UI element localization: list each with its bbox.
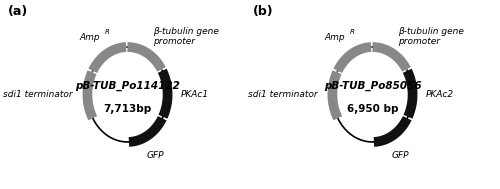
Text: 6,950 bp: 6,950 bp [347, 104, 398, 114]
Text: β-tubulin gene
promoter: β-tubulin gene promoter [398, 27, 464, 46]
Text: pB-TUB_Po85056: pB-TUB_Po85056 [324, 81, 422, 91]
Text: sdi1 terminator: sdi1 terminator [248, 90, 317, 99]
Text: (a): (a) [8, 5, 28, 18]
Text: R: R [105, 29, 110, 35]
Text: PKAc1: PKAc1 [180, 90, 208, 99]
Text: pB-TUB_Po114122: pB-TUB_Po114122 [75, 81, 180, 91]
Text: β-tubulin gene
promoter: β-tubulin gene promoter [154, 27, 220, 46]
Text: 7,713bp: 7,713bp [104, 104, 152, 114]
Text: Amp: Amp [324, 33, 345, 42]
Text: Amp: Amp [79, 33, 100, 42]
Text: R: R [350, 29, 355, 35]
Text: sdi1 terminator: sdi1 terminator [2, 90, 72, 99]
Text: (b): (b) [253, 5, 274, 18]
Text: GFP: GFP [392, 151, 409, 160]
Text: PKAc2: PKAc2 [426, 90, 454, 99]
Text: GFP: GFP [146, 151, 164, 160]
